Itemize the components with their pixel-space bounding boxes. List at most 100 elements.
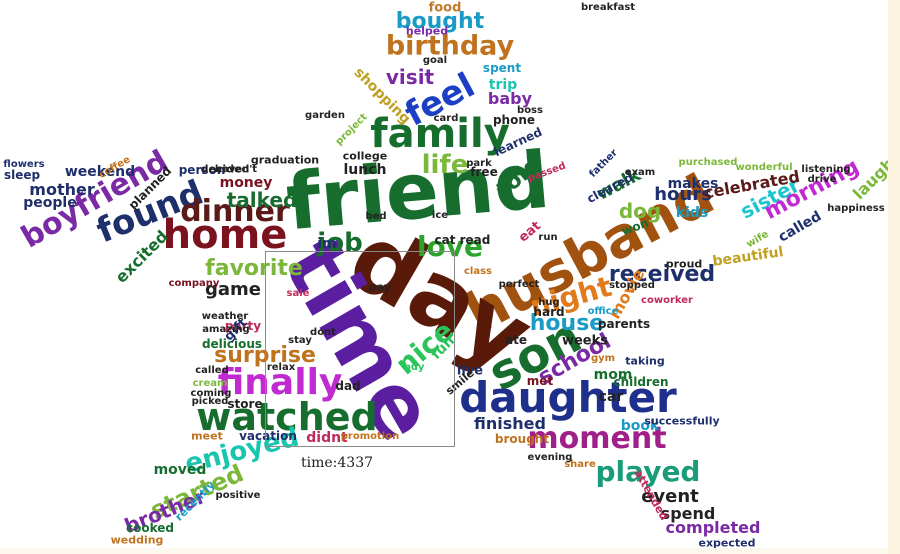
cloud-word[interactable]: company [168, 278, 220, 289]
cloud-word[interactable]: weekend [64, 164, 136, 180]
cloud-word[interactable]: lunch [343, 162, 387, 178]
cloud-word[interactable]: cooked [126, 521, 174, 535]
cloud-word[interactable]: completed [665, 518, 761, 537]
cloud-word[interactable]: weather [201, 311, 249, 322]
cloud-word[interactable]: free [470, 165, 498, 179]
cloud-word[interactable]: stopped [609, 280, 655, 291]
cloud-word[interactable]: home [162, 212, 288, 258]
cloud-word[interactable]: cream [192, 378, 228, 389]
cloud-word[interactable]: house [529, 311, 605, 336]
cloud-word[interactable]: listening [801, 164, 851, 175]
cloud-word[interactable]: relax [266, 362, 296, 373]
cloud-word[interactable]: hours [654, 184, 712, 205]
cloud-word[interactable]: favorite [205, 256, 303, 281]
cloud-word[interactable]: garden [305, 110, 345, 121]
cloud-word[interactable]: successfully [644, 414, 720, 428]
cloud-word[interactable]: dog [618, 199, 662, 223]
cloud-word[interactable]: purchased [678, 157, 738, 168]
cloud-word[interactable]: positive [215, 490, 261, 501]
cloud-word[interactable]: haven't [214, 164, 258, 175]
cloud-word[interactable]: vacation [239, 429, 297, 443]
cloud-word[interactable]: money [219, 175, 273, 191]
cloud-word[interactable]: park [466, 158, 492, 169]
cloud-word[interactable]: cat [434, 233, 456, 247]
cloud-word[interactable]: kids [675, 205, 709, 221]
cloud-word[interactable]: didnt [306, 430, 348, 446]
cloud-word[interactable]: spent [482, 61, 522, 75]
cloud-word[interactable]: visit [385, 65, 435, 89]
cloud-word[interactable]: weeks [561, 333, 609, 349]
cloud-word[interactable]: expected [698, 536, 756, 549]
cloud-word[interactable]: helped [405, 24, 449, 38]
cloud-word[interactable]: amazing [202, 324, 250, 335]
cloud-word[interactable]: hug [538, 297, 560, 308]
cloud-word[interactable]: read [459, 233, 491, 247]
cloud-word[interactable]: spend [660, 504, 716, 523]
cloud-word[interactable]: beautiful [711, 244, 785, 270]
cloud-word[interactable]: decided [200, 162, 250, 176]
cloud-word[interactable]: birthday [385, 30, 515, 62]
cloud-word[interactable]: run [538, 232, 558, 243]
cloud-word[interactable]: finally [217, 362, 343, 403]
cloud-word[interactable]: share [564, 459, 596, 470]
cloud-word[interactable]: party [224, 319, 262, 333]
cloud-word[interactable]: pay [368, 280, 392, 294]
cloud-word[interactable]: received [608, 262, 716, 287]
cloud-word[interactable]: family [370, 111, 510, 157]
cloud-word[interactable]: store [227, 397, 263, 411]
cloud-word[interactable]: dad [335, 379, 361, 393]
cloud-word[interactable]: meet [191, 429, 223, 443]
cloud-word[interactable]: moment [527, 421, 667, 456]
cloud-word[interactable]: college [342, 149, 388, 163]
cloud-word[interactable]: gym [590, 353, 616, 364]
cloud-word[interactable]: buy [403, 362, 425, 373]
cloud-word[interactable]: moved [153, 462, 207, 478]
cloud-word[interactable]: happiness [827, 203, 885, 214]
cloud-word[interactable]: children [613, 375, 669, 389]
cloud-word[interactable]: finished [474, 414, 546, 433]
cloud-word[interactable]: proud [665, 257, 703, 271]
cloud-word[interactable]: love [416, 230, 484, 263]
cloud-word[interactable]: dinner [180, 194, 290, 229]
cloud-word[interactable]: picked [191, 396, 229, 407]
cloud-word[interactable]: makes [667, 176, 719, 192]
cloud-word[interactable]: person [178, 163, 226, 177]
cloud-word[interactable]: bed [365, 211, 387, 222]
cloud-word[interactable]: wedding [110, 533, 164, 547]
cloud-word[interactable]: trip [488, 77, 518, 93]
cloud-word[interactable]: mom [593, 367, 633, 383]
cloud-word[interactable]: wonderful [735, 162, 793, 173]
cloud-word[interactable]: exam [624, 167, 656, 178]
cloud-word[interactable]: daughter [459, 373, 677, 422]
cloud-word[interactable]: flowers [3, 159, 45, 170]
cloud-word[interactable]: met [526, 374, 554, 388]
cloud-word[interactable]: life [421, 150, 469, 180]
cloud-word[interactable]: graduation [250, 153, 320, 167]
cloud-word[interactable]: parents [597, 317, 651, 331]
cloud-word[interactable]: taking [625, 354, 665, 368]
cloud-word[interactable]: boss [517, 105, 543, 116]
cloud-word[interactable]: dont [310, 327, 336, 338]
cloud-word[interactable]: people [23, 195, 77, 211]
cloud-word[interactable]: coming [190, 388, 232, 399]
cloud-word[interactable]: brought [494, 432, 550, 446]
cloud-word[interactable]: class [463, 266, 493, 277]
cloud-word[interactable]: evening [527, 452, 573, 463]
cloud-word[interactable]: coworker [641, 295, 693, 306]
cloud-word[interactable]: event [641, 486, 699, 507]
cloud-word[interactable]: food [428, 0, 462, 16]
cloud-word[interactable]: baby [487, 89, 533, 108]
cloud-word[interactable]: office [587, 306, 619, 317]
cloud-word[interactable]: sleep [3, 168, 41, 182]
cloud-word[interactable]: car [598, 389, 624, 405]
cloud-word[interactable]: promotion [340, 431, 400, 442]
cloud-word[interactable]: mother [29, 180, 95, 199]
cloud-word[interactable]: ate [505, 333, 527, 347]
cloud-word[interactable]: book [620, 418, 660, 434]
cloud-word[interactable]: stay [288, 335, 312, 346]
cloud-word[interactable]: breakfast [580, 2, 636, 13]
cloud-word[interactable]: played [595, 455, 701, 488]
cloud-word[interactable]: phone [492, 113, 536, 127]
cloud-word[interactable]: im [317, 236, 337, 252]
cloud-word[interactable]: watched [196, 395, 378, 439]
